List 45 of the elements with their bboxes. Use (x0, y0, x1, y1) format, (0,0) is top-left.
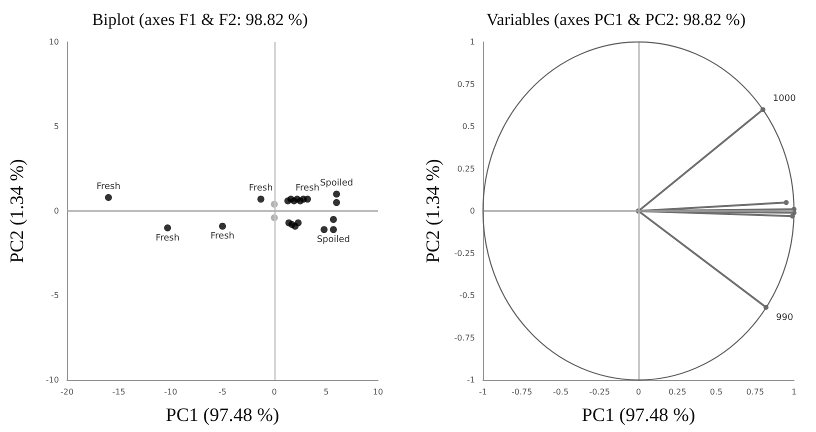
x-tick-label: -5 (218, 388, 226, 396)
x-tick-label: -1 (479, 388, 487, 396)
y-tick-label: 0.75 (457, 80, 475, 89)
y-tick-label: -0.5 (459, 291, 475, 300)
chart-title: Biplot (axes F1 & F2: 98.82 %) (92, 10, 308, 29)
x-tick-label: 0 (272, 388, 277, 396)
y-tick-label: -1 (467, 376, 475, 384)
annotation: Fresh (296, 184, 320, 194)
y-axis-title: PC2 (1.34 %) (423, 159, 444, 263)
annotation: Fresh (96, 182, 120, 192)
annotation: Fresh (248, 184, 273, 194)
x-tick-label: -0.5 (552, 388, 569, 396)
y-tick-label: 0 (470, 206, 475, 216)
y-tick-label: 0 (54, 206, 59, 216)
x-axis-title: PC1 (97.48 %) (582, 405, 696, 426)
x-tick-label: 1 (791, 388, 797, 396)
y-axis-title: PC2 (1.34 %) (7, 159, 28, 263)
y-tick-label: 10 (48, 38, 59, 46)
x-tick-label: -15 (112, 388, 126, 396)
x-tick-label: -0.25 (589, 388, 610, 396)
x-axis-title: PC1 (97.48 %) (166, 405, 280, 426)
x-tick-label: -20 (60, 388, 74, 396)
y-tick-label: 0.5 (462, 122, 475, 131)
y-tick-label: -0.75 (454, 333, 475, 342)
annotation: Spoiled (320, 178, 354, 189)
y-tick-label: -5 (51, 291, 59, 300)
y-tick-label: 1 (470, 38, 475, 46)
annotation: Fresh (156, 233, 180, 244)
annotation: Fresh (210, 232, 234, 242)
x-tick-label: -0.75 (512, 388, 532, 396)
y-tick-label: 5 (54, 122, 59, 131)
x-tick-label: -10 (164, 388, 178, 396)
x-tick-label: 0.75 (746, 388, 764, 396)
x-tick-label: 0.5 (710, 388, 723, 396)
y-tick-label: 0.25 (457, 164, 475, 174)
chart-title: Variables (axes PC1 & PC2: 98.82 %) (486, 10, 746, 29)
x-tick-label: 10 (372, 388, 384, 396)
x-tick-label: 5 (324, 388, 329, 396)
annotation: 1000 (772, 94, 796, 104)
y-tick-label: -0.25 (454, 248, 475, 258)
x-tick-label: 0.25 (668, 388, 686, 396)
x-tick-label: 0 (636, 388, 642, 396)
annotation: Spoiled (316, 235, 350, 246)
y-tick-label: -10 (46, 376, 59, 384)
annotation: 990 (776, 312, 794, 323)
